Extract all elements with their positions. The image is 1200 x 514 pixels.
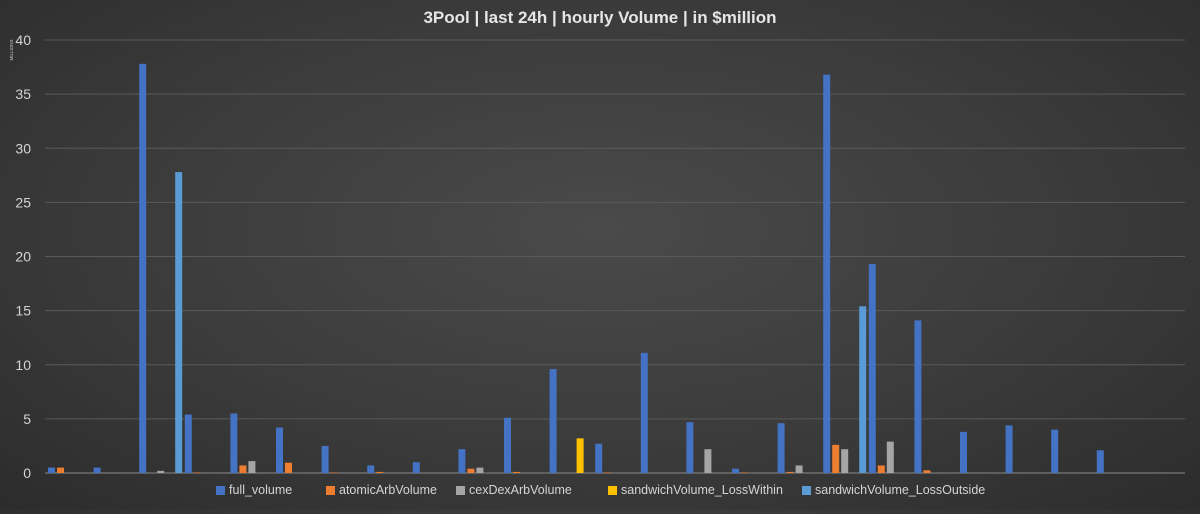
bar-full_volume-24 <box>1096 450 1104 473</box>
bar-atomicArbVolume-6 <box>285 462 292 473</box>
bar-full_volume-9 <box>412 462 420 473</box>
bar-full_volume-1 <box>48 467 55 473</box>
bar-full_volume-12 <box>549 369 557 473</box>
chart-title: 3Pool | last 24h | hourly Volume | in $m… <box>423 8 776 27</box>
bar-atomicArbVolume-16 <box>741 472 748 473</box>
bar-full_volume-4 <box>184 414 192 473</box>
y-tick-label: 5 <box>23 411 31 427</box>
bar-atomicArbVolume-10 <box>467 468 475 473</box>
bar-full_volume-3 <box>139 63 147 473</box>
bar-cexDexArbVolume-3 <box>157 470 165 473</box>
y-tick-label: 25 <box>15 194 31 210</box>
bar-full_volume-21 <box>960 431 967 473</box>
bar-cexDexArbVolume-18 <box>841 449 849 473</box>
bar-atomicArbVolume-19 <box>877 465 885 473</box>
legend-swatch-sandwichVolume_LossWithin <box>608 486 617 495</box>
bar-full_volume-23 <box>1051 429 1059 473</box>
bar-full_volume-15 <box>686 422 694 473</box>
bar-full_volume-18 <box>823 74 831 473</box>
bar-cexDexArbVolume-10 <box>476 467 484 473</box>
bar-sandwichVolume_LossOutside-3 <box>175 172 183 473</box>
bar-atomicArbVolume-5 <box>239 465 247 473</box>
bar-atomicArbVolume-11 <box>513 471 520 473</box>
legend-swatch-cexDexArbVolume <box>456 486 465 495</box>
bar-atomicArbVolume-4 <box>193 472 201 473</box>
bar-atomicArbVolume-20 <box>923 470 931 473</box>
bar-atomicArbVolume-18 <box>832 444 840 473</box>
legend-swatch-full_volume <box>216 486 225 495</box>
bar-full_volume-7 <box>321 445 329 473</box>
bar-atomicArbVolume-8 <box>376 471 384 473</box>
bar-full_volume-10 <box>458 449 466 473</box>
y-tick-label: 15 <box>15 303 31 319</box>
y-tick-label: 35 <box>15 86 31 102</box>
bar-atomicArbVolume-7 <box>330 472 338 473</box>
bar-full_volume-17 <box>777 423 785 473</box>
bar-cexDexArbVolume-19 <box>886 441 894 473</box>
legend-swatch-atomicArbVolume <box>326 486 335 495</box>
bar-atomicArbVolume-17 <box>786 471 794 473</box>
bar-full_volume-13 <box>595 443 603 473</box>
bar-full_volume-16 <box>732 468 739 473</box>
legend: full_volume atomicArbVolume cexDexArbVolum… <box>216 483 985 497</box>
bar-full_volume-19 <box>868 264 876 473</box>
bar-atomicArbVolume-13 <box>604 472 612 473</box>
bar-full_volume-2 <box>93 467 101 473</box>
y-tick-label: 40 <box>15 32 31 48</box>
legend-label-full_volume: full_volume <box>229 483 292 497</box>
legend-label-cexDexArbVolume: cexDexArbVolume <box>469 483 572 497</box>
bar-full_volume-20 <box>914 320 922 473</box>
y-axis-label: MILLIONS <box>9 39 14 60</box>
y-tick-label: 0 <box>23 465 31 481</box>
bar-atomicArbVolume-1 <box>57 467 64 473</box>
bar-full_volume-6 <box>276 427 283 473</box>
bar-cexDexArbVolume-15 <box>704 449 712 473</box>
y-tick-label: 10 <box>15 357 31 373</box>
bar-full_volume-11 <box>504 417 511 473</box>
bar-full_volume-8 <box>367 465 375 473</box>
legend-label-atomicArbVolume: atomicArbVolume <box>339 483 437 497</box>
bar-full_volume-5 <box>230 413 238 473</box>
legend-label-sandwichVolume_LossOutside: sandwichVolume_LossOutside <box>815 483 985 497</box>
y-tick-label: 30 <box>15 140 31 156</box>
legend-swatch-sandwichVolume_LossOutside <box>802 486 811 495</box>
bars <box>48 63 1104 473</box>
bar-sandwichVolume_LossWithin-12 <box>576 438 584 473</box>
y-tick-label: 20 <box>15 249 31 265</box>
gridlines <box>45 39 1185 474</box>
bar-cexDexArbVolume-17 <box>795 465 803 473</box>
bar-cexDexArbVolume-5 <box>248 461 256 473</box>
y-axis-ticks: 0 5 10 15 20 25 30 35 40 <box>15 32 31 481</box>
bar-full_volume-14 <box>640 352 648 473</box>
bar-full_volume-22 <box>1005 425 1013 473</box>
bar-sandwichVolume_LossOutside-18 <box>859 306 867 473</box>
legend-label-sandwichVolume_LossWithin: sandwichVolume_LossWithin <box>621 483 783 497</box>
